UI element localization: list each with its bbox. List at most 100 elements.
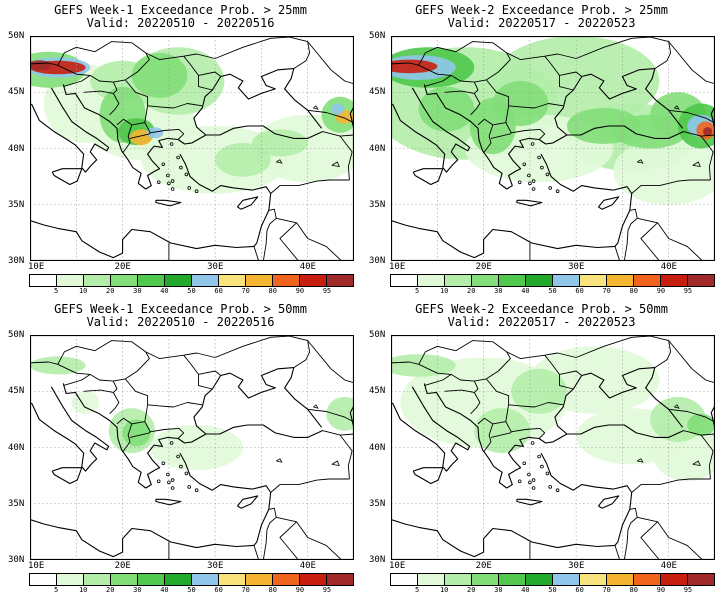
colorbar-label: 10 — [78, 287, 88, 295]
country-border — [559, 370, 582, 376]
coastline — [538, 125, 684, 145]
colorbar — [29, 274, 354, 287]
coastline — [412, 168, 444, 186]
island-outline — [187, 485, 192, 489]
longitude-label: 10E — [28, 561, 45, 571]
country-border — [339, 135, 353, 181]
map-panel-week1-25mm: GEFS Week-1 Exceedance Prob. > 25mm Vali… — [0, 0, 361, 299]
colorbar-label: 90 — [295, 586, 305, 594]
country-border — [262, 507, 277, 560]
coastline — [391, 87, 471, 173]
coastline — [554, 68, 684, 136]
coastline — [179, 153, 272, 247]
colorbar-label: 95 — [322, 586, 332, 594]
colorbar-label: 70 — [241, 287, 250, 295]
colorbar-label: 70 — [602, 287, 611, 295]
colorbar-swatch — [138, 574, 165, 585]
colorbar-swatch — [111, 275, 138, 286]
country-border — [640, 521, 660, 560]
country-border — [57, 340, 216, 365]
coastline — [349, 404, 354, 429]
panel-valid-dates: Valid: 20220517 - 20220523 — [447, 315, 636, 329]
country-border — [262, 208, 277, 261]
lake-outline — [331, 460, 340, 467]
island-outline — [176, 155, 180, 160]
island-outline — [517, 180, 522, 185]
island-outline — [537, 454, 541, 459]
colorbar-swatch — [499, 574, 526, 585]
coastline — [540, 153, 633, 247]
colorbar-label: 70 — [241, 586, 250, 594]
country-border — [57, 41, 216, 66]
country-border — [418, 41, 577, 66]
colorbar-label: 50 — [548, 586, 557, 594]
probability-area — [150, 425, 243, 470]
map-panel-week2-50mm: GEFS Week-2 Exceedance Prob. > 50mm Vali… — [361, 299, 722, 598]
island-outline — [170, 187, 175, 191]
country-border — [129, 132, 151, 139]
latitude-label: 50N — [369, 31, 386, 41]
island-outline — [156, 479, 161, 484]
colorbar-label: 20 — [467, 586, 476, 594]
island-outline — [537, 155, 541, 160]
country-border — [322, 430, 354, 436]
probability-area — [131, 52, 188, 98]
country-border — [307, 109, 354, 124]
island-outline — [540, 464, 544, 469]
colorbar-swatch — [661, 275, 688, 286]
colorbar-swatch — [499, 275, 526, 286]
country-border — [424, 374, 452, 387]
colorbar-swatch — [300, 574, 327, 585]
colorbar-label: 30 — [133, 287, 142, 295]
longitude-label: 40E — [660, 561, 677, 571]
latitude-label: 50N — [369, 330, 386, 340]
country-border — [490, 431, 512, 438]
probability-area — [252, 129, 308, 157]
panel-valid-dates: Valid: 20220510 - 20220516 — [86, 16, 275, 30]
colorbar-swatch — [30, 275, 57, 286]
colorbar-swatch — [165, 275, 192, 286]
coastline — [236, 495, 259, 509]
colorbar-label: 90 — [656, 586, 666, 594]
probability-map — [391, 36, 715, 261]
probability-area — [330, 103, 344, 115]
latitude-label: 35N — [369, 498, 386, 509]
latitude-label: 30N — [369, 256, 386, 266]
coastline — [597, 495, 620, 509]
island-outline — [530, 441, 535, 445]
island-outline — [522, 162, 527, 167]
island-outline — [176, 454, 180, 459]
colorbar-label: 40 — [521, 586, 530, 594]
island-outline — [522, 461, 527, 466]
colorbar-label: 95 — [683, 287, 693, 295]
coastline — [423, 84, 540, 190]
island-outline — [531, 179, 536, 183]
coastline — [554, 367, 684, 435]
island-outline — [555, 488, 560, 493]
country-border — [270, 179, 350, 194]
colorbar-label: 20 — [106, 586, 115, 594]
country-border — [116, 378, 149, 425]
country-border — [470, 81, 481, 116]
latitude-label: 40N — [8, 442, 25, 453]
colorbar-swatch — [246, 275, 273, 286]
colorbar-swatch — [327, 574, 353, 585]
colorbar-swatch — [553, 275, 580, 286]
probability-map — [30, 335, 354, 560]
coastline — [710, 105, 715, 130]
country-border — [30, 52, 150, 83]
latitude-label: 45N — [8, 87, 25, 98]
colorbar-label: 60 — [575, 287, 584, 295]
country-border — [391, 351, 511, 382]
coastline — [177, 125, 323, 145]
country-border — [418, 340, 577, 365]
colorbar-swatch — [30, 574, 57, 585]
country-border — [391, 52, 511, 83]
island-outline — [531, 187, 536, 191]
coastline — [391, 518, 616, 558]
probability-area — [71, 391, 100, 414]
colorbar — [390, 573, 715, 586]
lake-outline — [692, 460, 701, 467]
lake-outline — [636, 159, 644, 164]
colorbar-label: 40 — [160, 287, 169, 295]
